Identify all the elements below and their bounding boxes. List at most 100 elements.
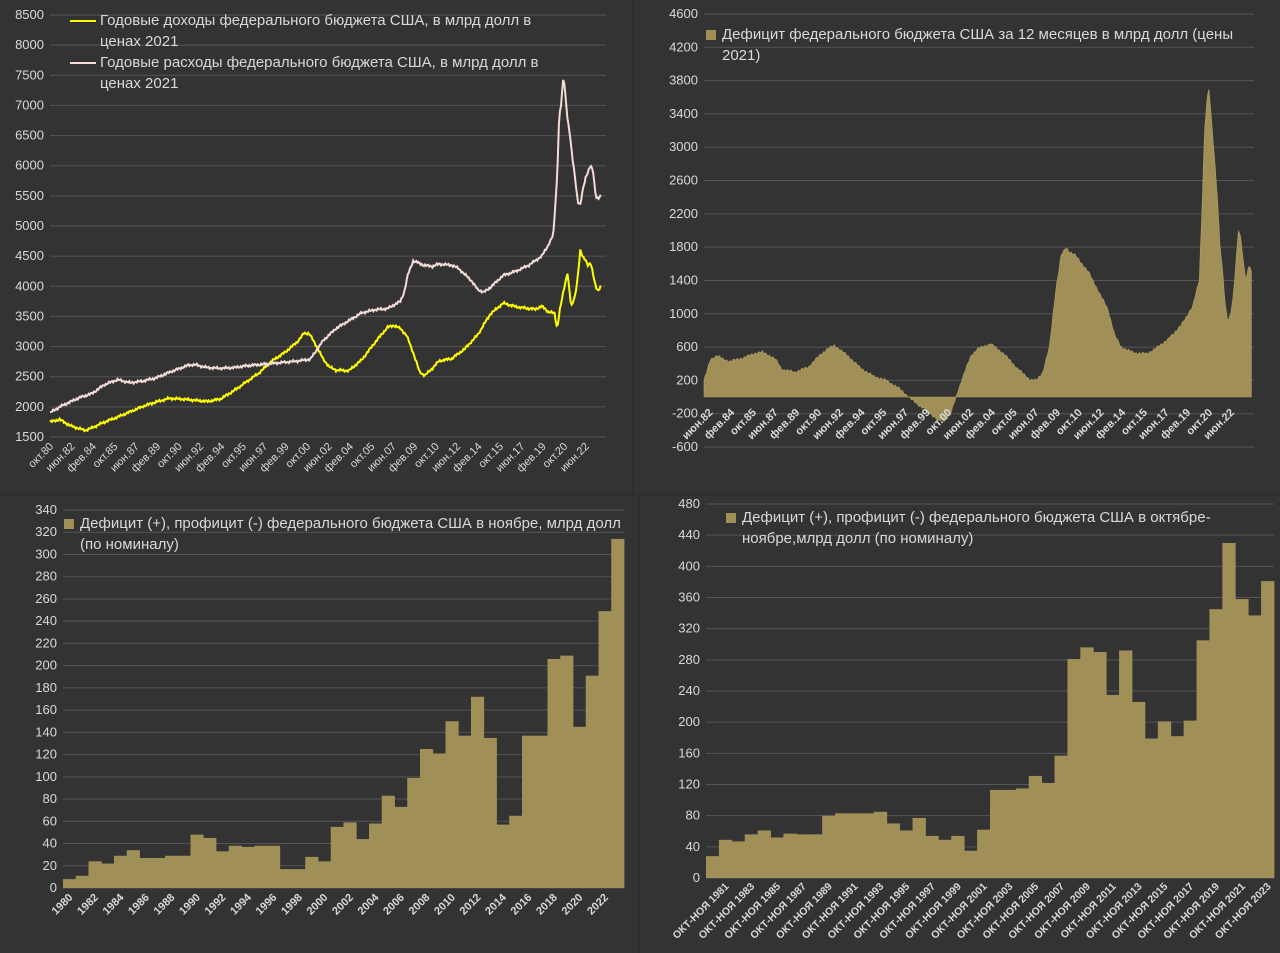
y-tick-label: -600	[672, 439, 698, 454]
y-tick-label: 600	[676, 339, 698, 354]
legend-line-icon	[70, 20, 96, 22]
y-tick-label: 6500	[15, 128, 44, 143]
bar	[796, 834, 810, 878]
y-tick-label: 3000	[669, 139, 698, 154]
bar	[126, 850, 140, 888]
y-tick-label: 120	[678, 777, 700, 792]
bar	[407, 777, 421, 888]
y-tick-label: 320	[35, 524, 57, 539]
bar	[1248, 615, 1262, 878]
bar	[1209, 609, 1223, 878]
y-tick-label: 300	[35, 546, 57, 561]
bar	[292, 869, 306, 888]
legend-item-november: Дефицит (+), профицит (-) федерального б…	[64, 513, 624, 555]
bar	[63, 879, 77, 888]
bar	[951, 835, 965, 878]
x-tick-label: 2022	[585, 892, 611, 918]
y-tick-label: 7500	[15, 67, 44, 82]
bar	[139, 857, 153, 888]
bar	[114, 855, 128, 888]
bar	[912, 818, 926, 878]
bar	[509, 815, 523, 888]
oct-nov-deficit-plot: 04080120160200240280320360400440480ОКТ-Н…	[671, 496, 1275, 942]
bar	[1119, 650, 1133, 878]
y-tick-label: 1400	[669, 272, 698, 287]
y-tick-label: 140	[35, 724, 57, 739]
y-tick-label: 200	[676, 372, 698, 387]
x-tick-label: 1986	[126, 892, 152, 918]
bar	[731, 841, 746, 878]
y-tick-label: 3400	[669, 106, 698, 121]
y-tick-label: 240	[35, 613, 57, 628]
bar	[216, 851, 230, 888]
x-tick-label: 2018	[534, 892, 560, 918]
bar	[369, 823, 383, 888]
bar	[1041, 782, 1055, 878]
y-tick-label: 2500	[15, 369, 44, 384]
legend-square-icon	[726, 513, 736, 523]
x-tick-label: 1990	[177, 892, 203, 918]
bar	[318, 861, 332, 888]
bar	[1196, 640, 1210, 878]
y-tick-label: 80	[686, 808, 700, 823]
y-tick-label: 2200	[669, 206, 698, 221]
bar	[560, 655, 574, 888]
y-tick-label: 5000	[15, 218, 44, 233]
y-tick-label: 60	[43, 813, 57, 828]
y-tick-label: 360	[678, 590, 700, 605]
x-tick-label: 2000	[305, 892, 331, 918]
y-tick-label: 200	[678, 714, 700, 729]
y-tick-label: 2600	[669, 173, 698, 188]
y-tick-label: -200	[672, 406, 698, 421]
bar	[938, 839, 952, 878]
bar	[770, 837, 784, 878]
x-tick-label: 2008	[407, 892, 433, 918]
y-tick-label: 20	[43, 858, 57, 873]
bar	[757, 830, 771, 878]
bar	[1028, 775, 1043, 878]
y-tick-label: 1000	[669, 306, 698, 321]
bar	[835, 813, 849, 878]
bar	[343, 822, 357, 888]
deficit-12m-plot: -600 -200 200 600 1000 1400 1800 2200 2600 3000 34…	[669, 6, 1254, 454]
bar	[101, 863, 115, 888]
bar	[228, 845, 242, 888]
bar	[241, 846, 255, 888]
x-tick-label: 1988	[152, 892, 178, 918]
bar	[1067, 659, 1081, 878]
y-tick-label: 7000	[15, 97, 44, 112]
bar	[899, 830, 913, 878]
bar	[534, 735, 548, 888]
bar	[420, 749, 434, 888]
y-tick-label: 40	[686, 839, 700, 854]
legend-label: Дефицит (+), профицит (-) федерального б…	[80, 515, 621, 553]
deficit-area	[703, 89, 1252, 422]
bar	[75, 875, 89, 888]
y-tick-label: 3500	[15, 308, 44, 323]
bar	[203, 837, 217, 888]
revenue-spending-chart: 1500 2000 2500 3000 3500 4000 4500 5000 5500 6000…	[0, 0, 632, 494]
x-tick-label: 1994	[228, 891, 254, 917]
bar	[356, 839, 370, 888]
legend: Дефицит федерального бюджета США за 12 м…	[706, 24, 1266, 66]
bar	[483, 737, 497, 888]
x-tick-label: 2010	[432, 892, 458, 918]
bar	[522, 735, 536, 888]
x-tick-label: 2012	[458, 892, 484, 918]
y-tick-label: 320	[678, 621, 700, 636]
y-tick-label: 80	[43, 791, 57, 806]
bar	[1080, 647, 1094, 878]
y-tick-label: 100	[35, 769, 57, 784]
revenue-line	[49, 249, 602, 433]
bar	[1002, 789, 1017, 878]
bar	[1132, 701, 1146, 878]
x-tick-label: 1984	[101, 891, 127, 917]
x-tick-label: 1982	[75, 892, 101, 918]
legend-label: Годовые расходы федерального бюджета США…	[100, 54, 539, 92]
bar	[611, 538, 625, 888]
y-tick-label: 200	[35, 658, 57, 673]
y-tick-label: 3000	[15, 339, 44, 354]
x-tick-label: 1980	[50, 892, 76, 918]
bar	[381, 795, 395, 888]
bar	[394, 806, 408, 888]
